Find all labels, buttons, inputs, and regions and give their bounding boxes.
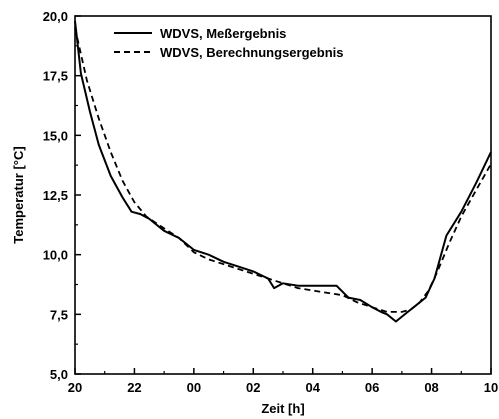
x-tick-label: 02 — [246, 380, 260, 395]
x-tick-label: 04 — [305, 380, 320, 395]
plot-frame — [75, 16, 491, 374]
y-tick-label: 5,0 — [50, 367, 68, 382]
y-tick-label: 10,0 — [43, 248, 68, 263]
series-layer — [75, 21, 491, 322]
x-tick-label: 20 — [68, 380, 82, 395]
series-line-calculated — [75, 28, 491, 312]
legend-label-measured: WDVS, Meßergebnis — [160, 26, 286, 41]
x-tick-label: 00 — [187, 380, 201, 395]
x-tick-label: 22 — [127, 380, 141, 395]
legend-label-calculated: WDVS, Berechnungsergebnis — [160, 45, 343, 60]
y-tick-label: 20,0 — [43, 9, 68, 24]
x-axis-title: Zeit [h] — [261, 401, 304, 416]
x-tick-label: 06 — [365, 380, 379, 395]
series-line-measured — [75, 21, 491, 322]
y-tick-label: 12,5 — [43, 188, 68, 203]
y-tick-label: 17,5 — [43, 69, 68, 84]
ticks-layer: 20 22 00 02 04 06 08 10 5,0 7,5 10,0 12,5 15,0 17,5 20… — [43, 9, 499, 395]
x-tick-label: 10 — [484, 380, 498, 395]
x-tick-label: 08 — [424, 380, 438, 395]
y-tick-label: 15,0 — [43, 128, 68, 143]
legend: WDVS, Meßergebnis WDVS, Berechnungsergeb… — [114, 26, 343, 60]
y-axis-title: Temperatur [°C] — [11, 146, 26, 243]
y-tick-label: 7,5 — [50, 307, 68, 322]
